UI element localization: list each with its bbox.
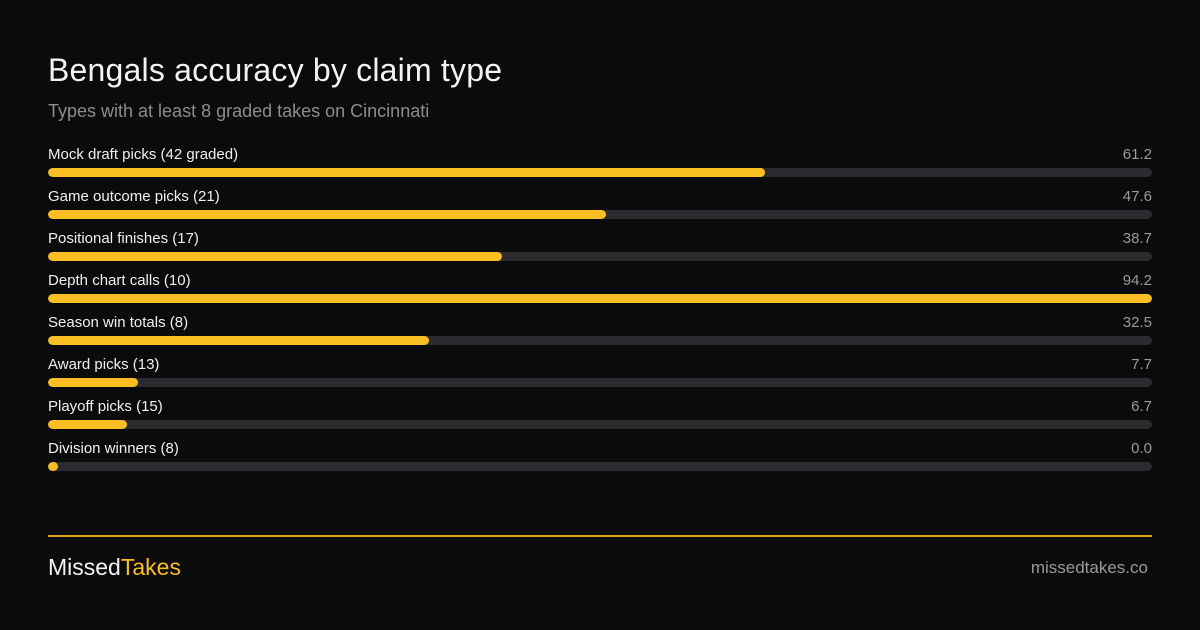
bar-label: Positional finishes (17) bbox=[48, 230, 199, 247]
bar-fill bbox=[48, 294, 1152, 303]
bar-label: Playoff picks (15) bbox=[48, 398, 163, 415]
bar-label: Depth chart calls (10) bbox=[48, 272, 191, 289]
bar-value-label: 6.7 bbox=[1131, 398, 1152, 415]
bar-fill bbox=[48, 210, 606, 219]
bar-value-label: 94.2 bbox=[1122, 272, 1152, 289]
bar-value-label: 7.7 bbox=[1131, 356, 1152, 373]
bar-row: Division winners (8) 0.0 bbox=[48, 436, 1152, 478]
bar-fill bbox=[48, 336, 429, 345]
brand-name-part2: Takes bbox=[120, 554, 181, 580]
bar-row: Award picks (13) 7.7 bbox=[48, 352, 1152, 394]
bar-fill bbox=[48, 420, 127, 429]
bar-row: Season win totals (8) 32.5 bbox=[48, 310, 1152, 352]
brand-logo[interactable]: MissedTakes bbox=[48, 552, 181, 582]
bar-value-label: 61.2 bbox=[1122, 146, 1152, 163]
bar-value-label: 38.7 bbox=[1122, 230, 1152, 247]
bar-fill bbox=[48, 378, 139, 387]
site-url[interactable]: missedtakes.co bbox=[1030, 558, 1148, 577]
bar-row: Depth chart calls (10) 94.2 bbox=[48, 268, 1152, 310]
page-title: Bengals accuracy by claim type bbox=[48, 52, 503, 88]
bar-fill bbox=[48, 252, 502, 261]
bar-value-label: 32.5 bbox=[1122, 314, 1152, 331]
bar-value-label: 0.0 bbox=[1131, 440, 1152, 457]
page-subtitle: Types with at least 8 graded takes on Ci… bbox=[48, 101, 430, 121]
bar-track bbox=[48, 294, 1152, 303]
bar-fill bbox=[48, 462, 58, 471]
bar-label: Season win totals (8) bbox=[48, 314, 189, 331]
bar-chart: Mock draft picks (42 graded) 61.2 Game out… bbox=[48, 142, 1152, 478]
bar-label: Division winners (8) bbox=[48, 440, 179, 457]
bar-label: Award picks (13) bbox=[48, 356, 160, 373]
brand-name-part1: Missed bbox=[48, 554, 121, 580]
bar-label: Mock draft picks (42 graded) bbox=[48, 146, 239, 163]
bar-row: Positional finishes (17) 38.7 bbox=[48, 226, 1152, 268]
bar-row: Playoff picks (15) 6.7 bbox=[48, 394, 1152, 436]
bar-track bbox=[48, 378, 1152, 387]
bar-value-label: 47.6 bbox=[1122, 188, 1152, 205]
bar-label: Game outcome picks (21) bbox=[48, 188, 220, 205]
bar-track bbox=[48, 168, 1152, 177]
bar-row: Game outcome picks (21) 47.6 bbox=[48, 184, 1152, 226]
bar-track bbox=[48, 210, 1152, 219]
bar-fill bbox=[48, 168, 766, 177]
bar-track bbox=[48, 336, 1152, 345]
bar-row: Mock draft picks (42 graded) 61.2 bbox=[48, 142, 1152, 184]
bar-track bbox=[48, 462, 1152, 471]
bar-track bbox=[48, 420, 1152, 429]
footer-divider bbox=[48, 535, 1152, 537]
bar-track bbox=[48, 252, 1152, 261]
